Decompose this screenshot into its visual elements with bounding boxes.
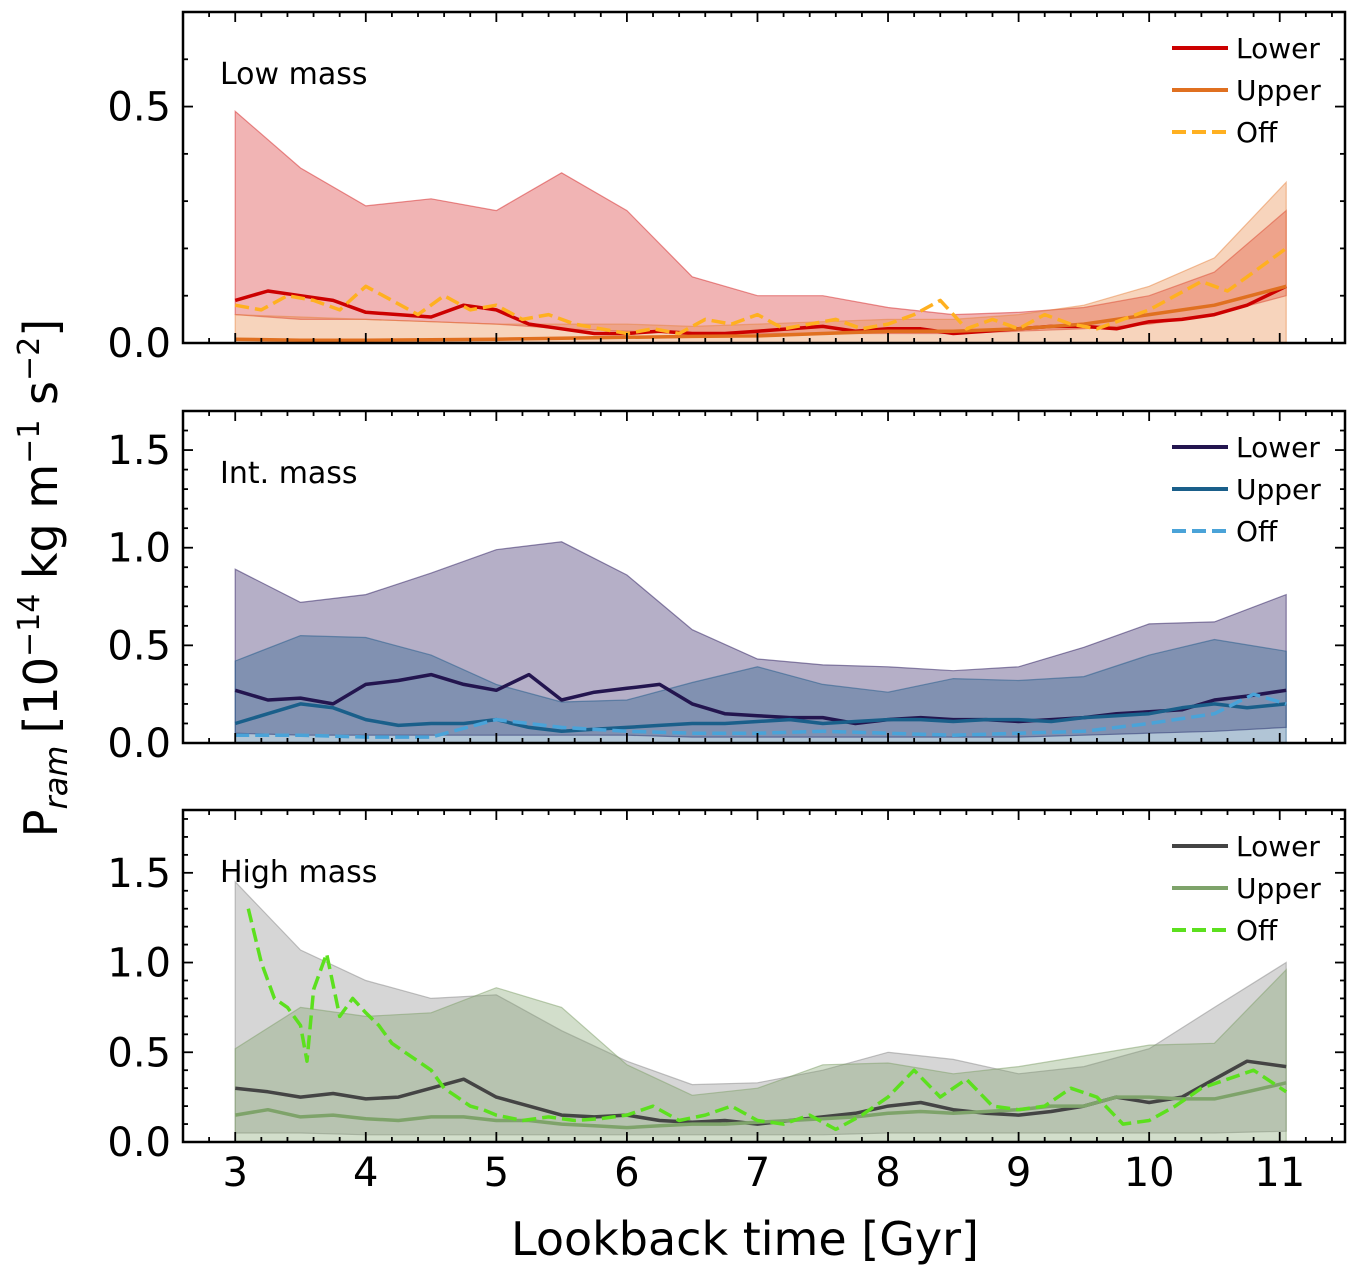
y-label-sub: ram bbox=[37, 746, 75, 810]
high-mass-legend-label-off: Off bbox=[1236, 914, 1278, 947]
panel-high-mass: 0.0 0.5 1.0 1.5 3 4 5 6 7 8 9 10 11 High mass Lower Upp… bbox=[107, 808, 1347, 1196]
low-mass-line-lower bbox=[234, 284, 1287, 336]
y-label-mid: kg m bbox=[14, 464, 68, 594]
panel-low-mass: 0.0 0.5 Low mass Lower Upper Off bbox=[107, 10, 1347, 367]
high-mass-legend-label-lower: Lower bbox=[1236, 830, 1320, 863]
high-mass-plot-area bbox=[234, 880, 1288, 1142]
high-mass-legend-label-upper: Upper bbox=[1236, 872, 1321, 905]
int-mass-axes-frame bbox=[181, 409, 1347, 745]
int-mass-ytick-label: 1.0 bbox=[107, 526, 171, 572]
int-mass-legend-label-off: Off bbox=[1236, 515, 1278, 548]
low-mass-ytick-label: 0.0 bbox=[107, 321, 171, 367]
low-mass-ytick-label: 0.5 bbox=[107, 85, 171, 131]
y-label-main: P bbox=[14, 809, 68, 837]
low-mass-line-off bbox=[234, 246, 1288, 336]
panel-int-mass: 0.0 0.5 1.0 1.5 Int. mass Lower Upper Off bbox=[107, 409, 1347, 767]
y-axis-label: Pram [10−14 kg m−1 s−2] bbox=[12, 319, 75, 837]
xtick-label: 4 bbox=[353, 1150, 378, 1196]
low-mass-legend-label-lower: Lower bbox=[1236, 32, 1320, 65]
low-mass-band-upper bbox=[234, 180, 1287, 343]
y-label-exp3: −2 bbox=[12, 337, 47, 381]
high-mass-ytick-label: 1.5 bbox=[107, 851, 171, 897]
int-mass-line-upper bbox=[234, 702, 1287, 734]
low-mass-plot-area bbox=[234, 109, 1288, 343]
high-mass-ytick-label: 0.5 bbox=[107, 1030, 171, 1076]
low-mass-panel-title: Low mass bbox=[220, 57, 367, 92]
xtick-label: 8 bbox=[875, 1150, 900, 1196]
high-mass-line-off bbox=[246, 908, 1288, 1132]
high-mass-ytick-label: 0.0 bbox=[107, 1120, 171, 1166]
xtick-label: 7 bbox=[745, 1150, 770, 1196]
int-mass-ytick-label: 1.5 bbox=[107, 428, 171, 474]
xtick-label: 5 bbox=[484, 1150, 509, 1196]
xtick-label: 3 bbox=[222, 1150, 247, 1196]
high-mass-line-upper bbox=[234, 1081, 1287, 1130]
int-mass-legend-label-lower: Lower bbox=[1236, 431, 1320, 464]
y-label-exp2: −1 bbox=[12, 420, 47, 464]
y-label-units: [10 bbox=[14, 657, 68, 733]
x-axis-label: Lookback time [Gyr] bbox=[511, 1212, 979, 1266]
low-mass-legend-label-upper: Upper bbox=[1236, 74, 1321, 107]
low-mass-axes-frame bbox=[181, 10, 1347, 345]
y-label-end: ] bbox=[14, 319, 68, 337]
low-mass-legend-label-off: Off bbox=[1236, 116, 1278, 149]
high-mass-panel-title: High mass bbox=[220, 855, 377, 890]
high-mass-axes-frame bbox=[181, 808, 1347, 1144]
int-mass-line-off bbox=[235, 692, 1287, 739]
int-mass-plot-area bbox=[234, 541, 1287, 743]
y-label-mid2: s bbox=[14, 381, 68, 420]
xtick-label: 11 bbox=[1254, 1150, 1305, 1196]
int-mass-panel-title: Int. mass bbox=[220, 456, 358, 491]
int-mass-band-upper bbox=[234, 634, 1287, 743]
int-mass-legend-label-upper: Upper bbox=[1236, 473, 1321, 506]
y-label-exp1: −14 bbox=[12, 594, 47, 657]
int-mass-ytick-label: 0.5 bbox=[107, 623, 171, 669]
high-mass-ytick-label: 1.0 bbox=[107, 941, 171, 987]
int-mass-ytick-label: 0.0 bbox=[107, 721, 171, 767]
xtick-label: 10 bbox=[1124, 1150, 1175, 1196]
xtick-label: 9 bbox=[1006, 1150, 1031, 1196]
xtick-label: 6 bbox=[614, 1150, 639, 1196]
